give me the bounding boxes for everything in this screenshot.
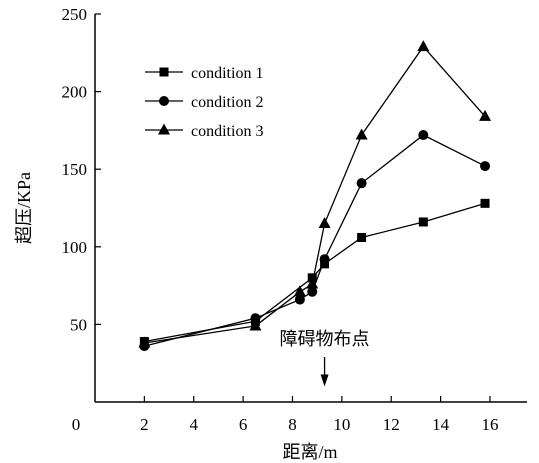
data-point: [355, 128, 368, 140]
y-tick-label: 50: [70, 315, 87, 334]
y-tick-label: 150: [62, 160, 88, 179]
series-2: [139, 130, 491, 352]
legend: condition 1 condition 2 condition 3: [145, 65, 263, 140]
x-tick-label: 14: [432, 415, 450, 434]
data-point: [418, 130, 429, 141]
x-tick-label: 4: [189, 415, 198, 434]
x-tick-label: 10: [333, 415, 350, 434]
x-tick-label: 12: [383, 415, 400, 434]
plot-area: [94, 14, 527, 403]
y-tick-label: 200: [62, 83, 88, 102]
legend-item: condition 1: [145, 65, 263, 82]
x-axis-title: 距离/m: [282, 442, 337, 462]
x-tick-label: 16: [481, 415, 498, 434]
data-point: [306, 277, 319, 289]
data-point: [249, 319, 262, 331]
y-axis-title: 超压/KPa: [14, 172, 34, 244]
data-point: [250, 313, 261, 324]
annotation-arrow-head: [320, 374, 329, 387]
data-point: [294, 294, 305, 305]
data-point: [319, 254, 330, 265]
legend-item: condition 2: [145, 94, 263, 111]
data-point: [480, 161, 491, 172]
annotation-label: 障碍物布点: [280, 329, 370, 349]
y-tick-label: 250: [62, 5, 88, 24]
x-origin-label: 0: [72, 415, 81, 434]
x-tick-label: 8: [288, 415, 297, 434]
data-point: [293, 285, 306, 297]
series-3: [138, 40, 492, 348]
data-point: [479, 109, 492, 121]
legend-marker: [159, 96, 169, 106]
data-point: [480, 198, 490, 208]
data-point: [138, 336, 151, 348]
series-layer: [138, 40, 492, 352]
annotation-layer: 障碍物布点: [280, 329, 370, 387]
series-line: [144, 134, 486, 347]
series-line: [144, 45, 486, 344]
legend-marker: [159, 67, 169, 77]
legend-marker: [158, 123, 170, 135]
x-ticks: 2 4 6 8 10 12 14 16: [140, 396, 498, 434]
legend-label: condition 2: [191, 94, 263, 111]
y-tick-label: 100: [62, 238, 88, 257]
data-point: [307, 286, 318, 297]
data-point: [318, 217, 331, 229]
data-point: [417, 40, 430, 52]
legend-label: condition 1: [191, 65, 263, 82]
data-point: [357, 232, 367, 242]
y-ticks: 50 100 150 200 250: [62, 5, 101, 334]
data-point: [418, 217, 428, 227]
x-tick-label: 6: [239, 415, 248, 434]
x-tick-label: 2: [140, 415, 149, 434]
legend-label: condition 3: [191, 123, 263, 140]
data-point: [356, 178, 367, 189]
legend-item: condition 3: [145, 123, 263, 140]
